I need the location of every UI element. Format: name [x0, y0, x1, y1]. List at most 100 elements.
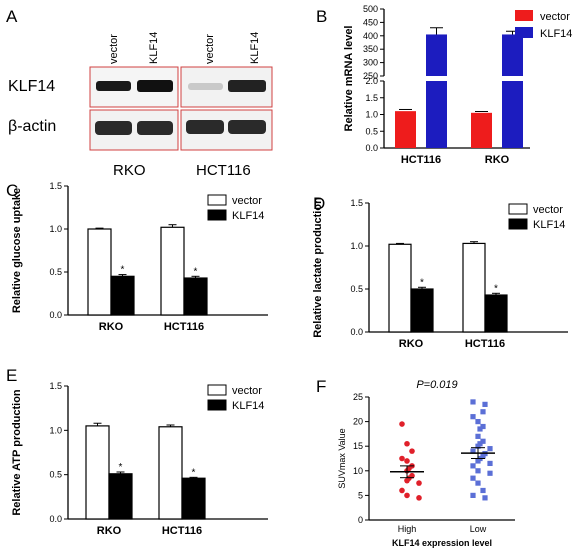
glucose-bar-klf14-hct116 — [183, 277, 208, 316]
atp-y-tick-label: 0.5 — [49, 470, 62, 480]
suv-point-low — [480, 453, 486, 459]
atp-y-tick-label: 1.5 — [49, 381, 62, 391]
atp-y-tick-label: 1.0 — [49, 425, 62, 435]
suv-y-tick-label: 0 — [358, 515, 363, 525]
band-klf14-rko-klf14 — [137, 80, 173, 92]
mrna-legend-label-klf14: KLF14 — [540, 28, 572, 40]
suv-point-high — [404, 458, 410, 464]
atp-legend-swatch-vector — [207, 384, 227, 396]
mrna-y-tick-label: 0.0 — [365, 143, 378, 153]
lactate-bar-klf14-rko — [410, 288, 434, 333]
blot-lane-label-3: vector — [204, 34, 216, 64]
panel-f-letter: F — [316, 377, 326, 396]
suv-point-low — [482, 495, 488, 501]
suv-point-low — [480, 487, 486, 494]
mrna-bar-klf14-rko-lower — [502, 81, 523, 148]
suv-x-axis-label: KLF14 expression level — [392, 538, 492, 548]
band-klf14-rko-vector — [96, 81, 131, 91]
glucose-y-tick-label: 0.5 — [49, 267, 62, 277]
glucose-bar-vector-rko — [87, 228, 112, 316]
glucose-category-label: RKO — [99, 321, 124, 333]
glucose-y-axis-label: Relative glucose uptake — [11, 188, 23, 313]
glucose-y-tick-label: 1.5 — [49, 181, 62, 191]
lactate-category-label: HCT116 — [465, 338, 505, 350]
mrna-y-tick-label: 2.0 — [365, 76, 378, 86]
lactate-legend-label-klf14: KLF14 — [533, 219, 565, 231]
suv-point-low — [482, 401, 488, 407]
mrna-legend-swatch-klf14 — [515, 27, 533, 38]
suv-point-low — [475, 468, 481, 474]
mrna-legend-swatch-vector — [515, 10, 533, 21]
lactate-legend-label-vector: vector — [533, 204, 563, 216]
atp-significance-star: * — [192, 467, 196, 478]
lactate-legend-swatch-klf14 — [508, 218, 528, 230]
suv-point-low — [480, 423, 486, 430]
mrna-y-tick-label: 1.5 — [365, 93, 378, 103]
lactate-bar-vector-rko — [388, 243, 412, 333]
panel-e-atp-chart: 0.0 0.5 1.0 1.5 Relative ATP production * RKO *… — [11, 381, 268, 537]
mrna-y-tick-label: 400 — [363, 31, 378, 41]
lactate-category-label: RKO — [399, 338, 424, 350]
panel-b-letter: B — [316, 7, 327, 26]
suv-point-high — [416, 495, 422, 501]
glucose-legend-swatch-vector — [207, 194, 227, 206]
blot-group-label-rko: RKO — [113, 162, 146, 179]
suv-point-low — [480, 438, 486, 444]
panel-a-letter: A — [6, 7, 18, 26]
suv-point-low — [470, 463, 476, 469]
suv-point-high — [409, 448, 415, 454]
suv-point-low — [475, 433, 481, 439]
panel-c-letter: C — [6, 181, 18, 200]
band-actin-rko-klf14 — [137, 121, 173, 135]
atp-category-label: RKO — [97, 525, 122, 537]
mrna-bar-klf14-hct116-upper — [426, 34, 447, 76]
mrna-y-tick-label: 250 — [363, 71, 378, 81]
glucose-category-label: HCT116 — [164, 321, 204, 333]
suv-point-low — [475, 419, 481, 425]
suv-point-high — [399, 487, 405, 494]
atp-legend-label-klf14: KLF14 — [232, 400, 264, 412]
atp-bar-vector-rko — [85, 425, 110, 520]
suv-point-low — [487, 460, 493, 467]
suv-point-low — [470, 475, 476, 481]
glucose-legend-label-vector: vector — [232, 195, 262, 207]
panel-d-lactate-chart: 0.0 0.5 1.0 1.5 Relative lactate production *… — [312, 197, 568, 350]
suv-point-high — [404, 440, 410, 447]
lactate-y-tick-label: 0.0 — [350, 327, 363, 337]
atp-bar-vector-hct116 — [158, 426, 183, 520]
atp-legend-label-vector: vector — [232, 385, 262, 397]
atp-legend-swatch-klf14 — [207, 399, 227, 411]
blot-group-label-hct116: HCT116 — [196, 162, 251, 179]
suv-point-high — [404, 477, 410, 484]
band-actin-rko-vector — [95, 121, 132, 135]
suv-point-low — [487, 470, 493, 476]
suv-point-high — [399, 455, 405, 462]
suv-category-label: Low — [470, 524, 487, 534]
suv-point-high — [416, 480, 422, 486]
blot-row-label-actin: β-actin — [8, 118, 56, 135]
mrna-bar-klf14-hct116-lower — [426, 81, 447, 148]
suv-y-tick-label: 5 — [358, 490, 363, 500]
lactate-y-tick-label: 1.0 — [350, 241, 363, 251]
lactate-significance-star: * — [420, 277, 424, 288]
band-actin-hct116-vector — [186, 120, 224, 134]
blot-lane-label-4: KLF14 — [249, 32, 261, 64]
blot-row-label-klf14: KLF14 — [8, 78, 55, 95]
suv-point-low — [480, 409, 486, 415]
suv-point-low — [475, 480, 481, 486]
glucose-y-tick-label: 1.0 — [49, 224, 62, 234]
mrna-category-label: HCT116 — [401, 154, 441, 166]
glucose-bar-klf14-rko — [110, 275, 135, 316]
lactate-y-tick-label: 1.5 — [350, 198, 363, 208]
glucose-legend-label-klf14: KLF14 — [232, 210, 264, 222]
suv-point-low — [487, 446, 493, 452]
atp-category-label: HCT116 — [162, 525, 202, 537]
band-klf14-hct116-vector — [188, 83, 223, 90]
glucose-legend-swatch-klf14 — [207, 209, 227, 221]
suv-y-tick-label: 15 — [353, 441, 363, 451]
mrna-bar-klf14-rko-upper — [502, 34, 523, 76]
blot-lane-label-2: KLF14 — [148, 32, 160, 64]
suv-category-label: High — [398, 524, 417, 534]
